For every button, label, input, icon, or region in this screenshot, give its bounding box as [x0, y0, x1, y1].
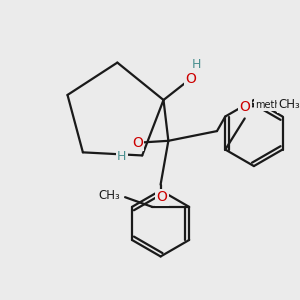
- Text: O: O: [185, 72, 196, 86]
- Text: H: H: [117, 150, 126, 163]
- Text: methyl: methyl: [255, 100, 289, 110]
- Text: O: O: [132, 136, 143, 150]
- Text: CH₃: CH₃: [99, 189, 120, 202]
- Text: O: O: [239, 100, 250, 114]
- Text: O: O: [157, 190, 167, 204]
- Text: H: H: [192, 58, 201, 71]
- Text: CH₃: CH₃: [279, 98, 300, 111]
